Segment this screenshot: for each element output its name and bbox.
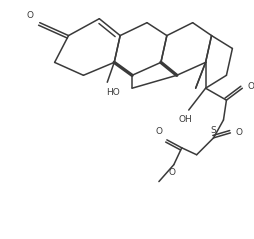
Text: O: O <box>155 127 162 136</box>
Text: HO: HO <box>106 88 120 97</box>
Text: O: O <box>246 82 253 91</box>
Text: O: O <box>168 168 175 177</box>
Text: OH: OH <box>178 115 192 124</box>
Text: O: O <box>27 11 34 20</box>
Text: S: S <box>210 126 216 135</box>
Text: O: O <box>234 128 242 137</box>
